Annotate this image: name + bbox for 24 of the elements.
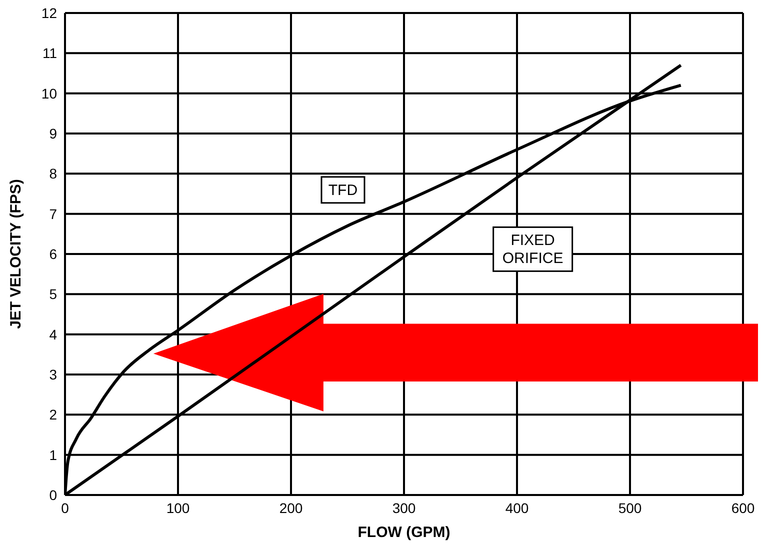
y-tick-label: 7 <box>49 206 58 222</box>
x-tick-label: 200 <box>279 500 303 516</box>
y-tick-label: 11 <box>42 45 58 62</box>
y-tick-label: 1 <box>49 446 58 463</box>
y-tick-label: 6 <box>49 246 58 262</box>
y-tick-label: 2 <box>49 406 58 423</box>
y-tick-label: 8 <box>49 166 58 182</box>
x-tick-label: 300 <box>392 500 416 516</box>
x-tick-label: 400 <box>505 500 529 516</box>
x-tick-label: 500 <box>618 500 642 516</box>
text: FIXED ORIFICE <box>502 232 564 268</box>
series-label: TFD <box>328 182 358 199</box>
x-axis-title: FLOW (GPM) <box>358 524 450 541</box>
x-tick-label: 0 <box>61 500 70 516</box>
y-tick-label: 12 <box>41 4 58 21</box>
x-tick-label: 600 <box>731 500 755 516</box>
y-tick-label: 4 <box>49 326 58 342</box>
y-tick-label: 3 <box>49 366 58 382</box>
x-tick-label: 100 <box>166 500 190 516</box>
y-tick-label: 0 <box>49 486 58 503</box>
y-axis-title: JET VELOCITY (FPS) <box>7 179 24 329</box>
y-tick-label: 5 <box>49 286 58 302</box>
y-tick-label: 9 <box>49 125 58 142</box>
y-tick-label: 10 <box>41 85 58 102</box>
